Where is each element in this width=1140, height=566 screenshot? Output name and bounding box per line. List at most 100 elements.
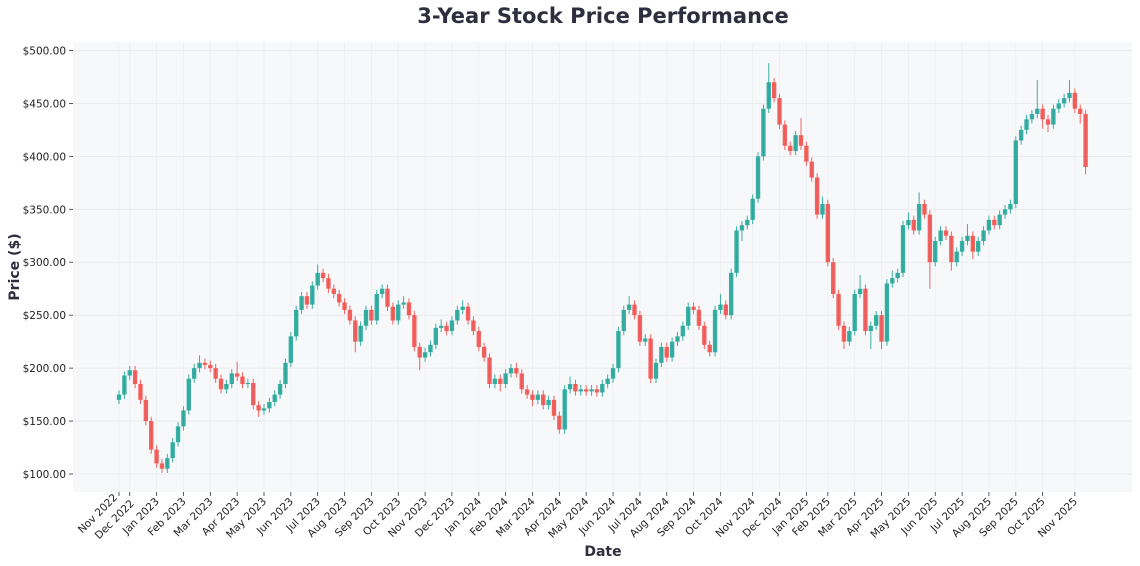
candle-down [390, 302, 396, 325]
candle-body [626, 304, 632, 310]
candle-body [643, 338, 648, 342]
candle-body [514, 368, 519, 374]
candle-up [739, 220, 745, 242]
candle-down [149, 416, 154, 454]
candle-down [213, 363, 218, 383]
candle-up [669, 337, 675, 362]
candle-body [933, 241, 938, 263]
candle-up [294, 305, 299, 341]
candle-body [949, 235, 954, 263]
candle-body [1013, 140, 1018, 204]
candle-body [197, 362, 202, 369]
candle-body [621, 309, 626, 332]
candle-down [879, 310, 884, 350]
candle-up [315, 264, 320, 290]
candle-up [567, 376, 573, 394]
candle-up [1002, 205, 1008, 219]
candle-body [938, 230, 943, 242]
candle-body [814, 177, 820, 215]
candle-down [691, 302, 696, 315]
candle-up [546, 395, 551, 410]
candle-up [401, 296, 406, 309]
candle-down [154, 445, 159, 468]
candle-body [750, 198, 755, 220]
candle-body [240, 376, 245, 384]
candle-up [277, 379, 283, 399]
candle-up [621, 305, 626, 336]
candle-down [336, 289, 342, 307]
candle-body [686, 306, 691, 326]
candle-up [1029, 109, 1035, 124]
candle-up [873, 310, 879, 330]
candle-up [439, 319, 444, 333]
candle-body [202, 362, 208, 365]
candle-down [240, 372, 245, 389]
candle-up [745, 215, 750, 230]
candle-body [653, 362, 659, 379]
candle-body [777, 98, 782, 125]
candle-up [605, 374, 610, 389]
candle-body [1024, 119, 1029, 130]
candle-body [245, 382, 251, 384]
candle-up [610, 363, 616, 383]
candle-body [1061, 98, 1067, 104]
candle-body [251, 382, 256, 406]
candle-up [997, 210, 1002, 230]
candle-body [175, 426, 181, 443]
candle-down [471, 316, 476, 336]
candle-up [675, 332, 680, 346]
candle-body [326, 278, 331, 289]
candle-body [181, 410, 186, 427]
candle-body [712, 309, 718, 353]
candle-down [804, 141, 809, 166]
y-tick-label: $400.00 [23, 151, 66, 163]
candle-down [417, 342, 422, 371]
candle-down [594, 385, 600, 397]
y-axis-label: Price ($) [7, 233, 23, 300]
candle-down [524, 385, 530, 399]
candle-down [326, 273, 331, 293]
candle-body [412, 315, 417, 347]
candle-up [1067, 80, 1072, 103]
candle-up [449, 316, 455, 336]
candle-down [143, 395, 149, 426]
candle-down [863, 284, 868, 336]
y-tick-label: $150.00 [23, 416, 66, 428]
candle-body [331, 288, 336, 294]
candle-body [664, 346, 669, 358]
candle-down [992, 215, 997, 230]
candle-body [583, 389, 589, 392]
candle-body [900, 225, 906, 273]
candle-up [820, 196, 825, 219]
candle-body [761, 108, 766, 157]
candle-up [933, 236, 938, 267]
candle-body [1072, 92, 1078, 109]
candle-up [288, 332, 294, 368]
candle-body [1067, 92, 1072, 99]
candle-body [589, 389, 594, 392]
candle-down [831, 258, 836, 299]
candle-body [1008, 204, 1013, 210]
candle-body [943, 230, 949, 236]
x-axis-label: Date [584, 544, 621, 560]
candle-up [793, 130, 798, 156]
candle-body [804, 145, 809, 162]
candle-body [471, 320, 476, 332]
candle-up [433, 323, 439, 350]
candle-body [1002, 209, 1008, 215]
candle-body [857, 288, 863, 294]
candle-body [519, 373, 524, 390]
candle-body [895, 272, 900, 279]
candle-up [492, 374, 498, 389]
candle-down [771, 78, 777, 103]
y-tick-label: $100.00 [23, 469, 66, 481]
y-tick-label: $500.00 [23, 45, 66, 57]
candle-body [487, 357, 492, 384]
candle-up [686, 302, 691, 330]
candle-up [626, 296, 632, 315]
candle-body [616, 331, 621, 369]
candle-body [771, 82, 777, 99]
candle-body [1056, 103, 1061, 109]
